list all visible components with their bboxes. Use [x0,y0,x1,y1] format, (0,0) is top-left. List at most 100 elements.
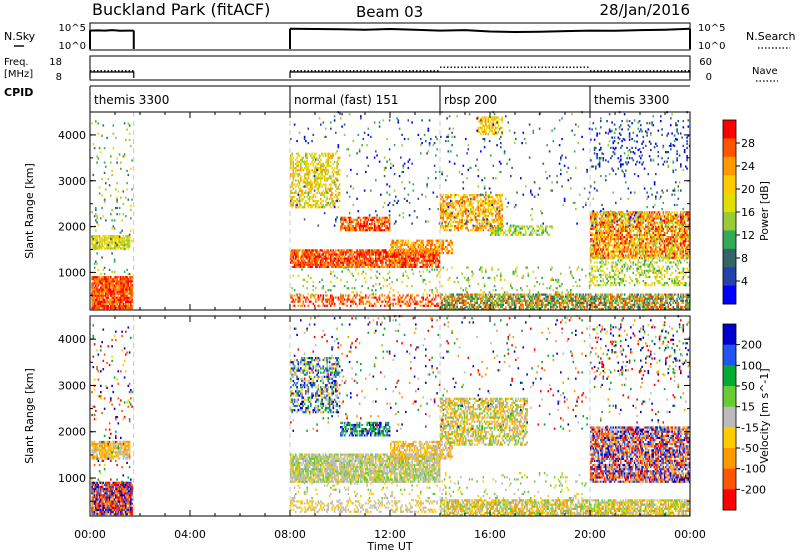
range-cell [308,197,311,201]
range-cell [435,243,437,246]
range-cell [318,185,321,188]
range-cell [93,307,96,310]
range-cell [393,257,396,260]
range-cell [300,162,302,166]
range-cell [126,290,128,293]
range-cell [413,241,416,244]
range-cell [108,286,111,289]
range-cell [321,253,323,256]
range-cell [341,225,343,228]
range-cell [396,263,398,266]
range-cell [442,208,445,211]
range-cell [440,243,442,246]
range-cell [125,296,127,299]
range-cell [122,247,125,250]
range-cell [315,200,317,203]
range-cell [110,213,112,216]
range-cell [392,304,395,307]
range-cell [525,229,527,232]
range-cell [411,257,413,260]
range-cell [441,247,443,251]
range-cell [485,194,487,197]
range-cell [105,276,107,279]
range-cell [631,305,633,309]
range-cell [380,218,382,221]
range-cell [96,241,98,245]
range-cell [453,295,456,298]
range-cell [313,154,316,157]
range-cell [493,198,496,201]
range-cell [125,294,127,297]
range-cell [490,297,492,300]
range-cell [503,231,506,234]
range-cell [433,245,436,248]
range-cell [91,298,93,301]
range-cell [336,263,338,266]
range-cell [360,249,362,252]
range-cell [500,194,502,197]
range-cell [423,253,426,256]
range-cell [446,208,448,211]
range-cell [472,194,475,197]
range-cell [320,249,322,252]
range-cell [577,297,580,300]
range-cell [122,286,125,289]
range-cell [483,218,486,221]
range-cell [426,247,428,251]
range-cell [601,238,603,241]
range-cell [363,225,366,228]
range-cell [126,182,128,185]
range-cell [105,219,107,222]
range-cell [316,181,318,184]
range-cell [357,265,360,268]
range-cell [92,284,95,287]
range-cell [498,216,501,219]
range-cell [393,261,396,264]
noise-right-tick-top: 10^5 [698,23,725,34]
range-cell [380,259,382,262]
range-cell [93,298,96,301]
range-cell [332,263,335,266]
range-cell [130,208,132,212]
range-cell [457,202,460,205]
range-cell [596,240,598,243]
range-cell [291,204,293,207]
range-cell [675,293,677,296]
range-cell [328,187,331,190]
range-cell [410,263,412,266]
range-cell [458,307,461,311]
range-cell [462,212,465,215]
range-cell [600,244,602,247]
range-cell [292,173,295,176]
range-cell [112,302,115,306]
range-cell [443,247,446,251]
range-cell [92,302,95,306]
range-cell [441,202,443,205]
range-cell [458,295,461,298]
range-cell [95,286,97,289]
range-cell [340,251,342,254]
range-cell [382,253,385,256]
range-cell [436,302,438,305]
range-cell [296,160,298,163]
range-cell [446,202,448,205]
range-cell [296,253,298,256]
range-cell [92,300,95,303]
range-cell [112,292,115,295]
range-cell [117,243,120,246]
range-cell [372,253,375,256]
range-cell [407,257,410,260]
range-cell [125,298,127,301]
range-cell [351,229,353,232]
range-cell [306,152,308,155]
range-cell [437,245,440,248]
range-cell [368,255,371,258]
range-cell [385,300,387,303]
range-cell [366,229,368,232]
range-cell [643,295,646,298]
range-cell [453,202,456,205]
range-cell [290,160,292,163]
range-cell [440,214,442,217]
range-cell [556,297,558,300]
range-cell [310,189,312,192]
